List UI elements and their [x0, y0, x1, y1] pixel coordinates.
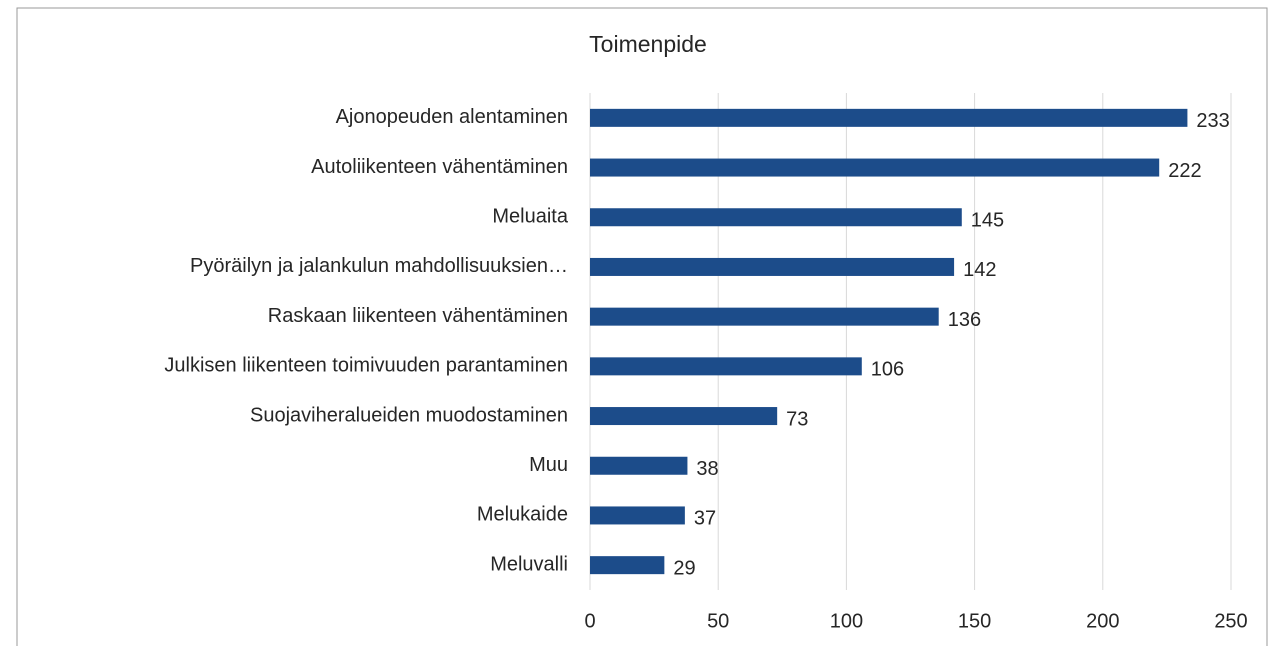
y-tick-label: Meluvalli: [490, 553, 568, 575]
x-tick-label: 250: [1214, 610, 1247, 632]
bar: [590, 407, 778, 426]
value-label: 222: [1168, 160, 1201, 182]
y-tick-label: Autoliikenteen vähentäminen: [311, 156, 568, 178]
bar: [590, 108, 1188, 127]
bar: [590, 307, 939, 326]
value-label: 142: [963, 259, 996, 281]
value-label: 233: [1196, 110, 1229, 132]
y-tick-label: Suojaviheralueiden muodostaminen: [250, 404, 568, 426]
value-label: 106: [871, 359, 904, 381]
y-tick-label: Meluaita: [492, 206, 568, 228]
bar: [590, 357, 862, 376]
bar: [590, 158, 1160, 177]
value-label: 38: [696, 458, 718, 480]
bar: [590, 208, 962, 227]
y-tick-label: Muu: [529, 454, 568, 476]
value-label: 73: [786, 408, 808, 430]
value-label: 136: [948, 309, 981, 331]
chart-title: Toimenpide: [589, 31, 707, 57]
value-label: 29: [673, 557, 695, 579]
bar: [590, 257, 955, 276]
y-tick-label: Julkisen liikenteen toimivuuden parantam…: [164, 355, 568, 377]
bar: [590, 456, 688, 475]
bar: [590, 556, 665, 575]
value-label: 37: [694, 508, 716, 530]
y-tick-label: Pyöräilyn ja jalankulun mahdollisuuksien…: [190, 255, 568, 277]
x-tick-label: 100: [830, 610, 863, 632]
y-tick-label: Ajonopeuden alentaminen: [336, 106, 568, 128]
x-tick-label: 150: [958, 610, 991, 632]
x-tick-label: 50: [707, 610, 729, 632]
chart-frame: [16, 7, 1268, 646]
bar: [590, 506, 685, 525]
y-tick-label: Melukaide: [477, 504, 568, 526]
x-tick-label: 200: [1086, 610, 1119, 632]
value-label: 145: [971, 210, 1004, 232]
x-tick-label: 0: [584, 610, 595, 632]
y-tick-label: Raskaan liikenteen vähentäminen: [268, 305, 568, 327]
